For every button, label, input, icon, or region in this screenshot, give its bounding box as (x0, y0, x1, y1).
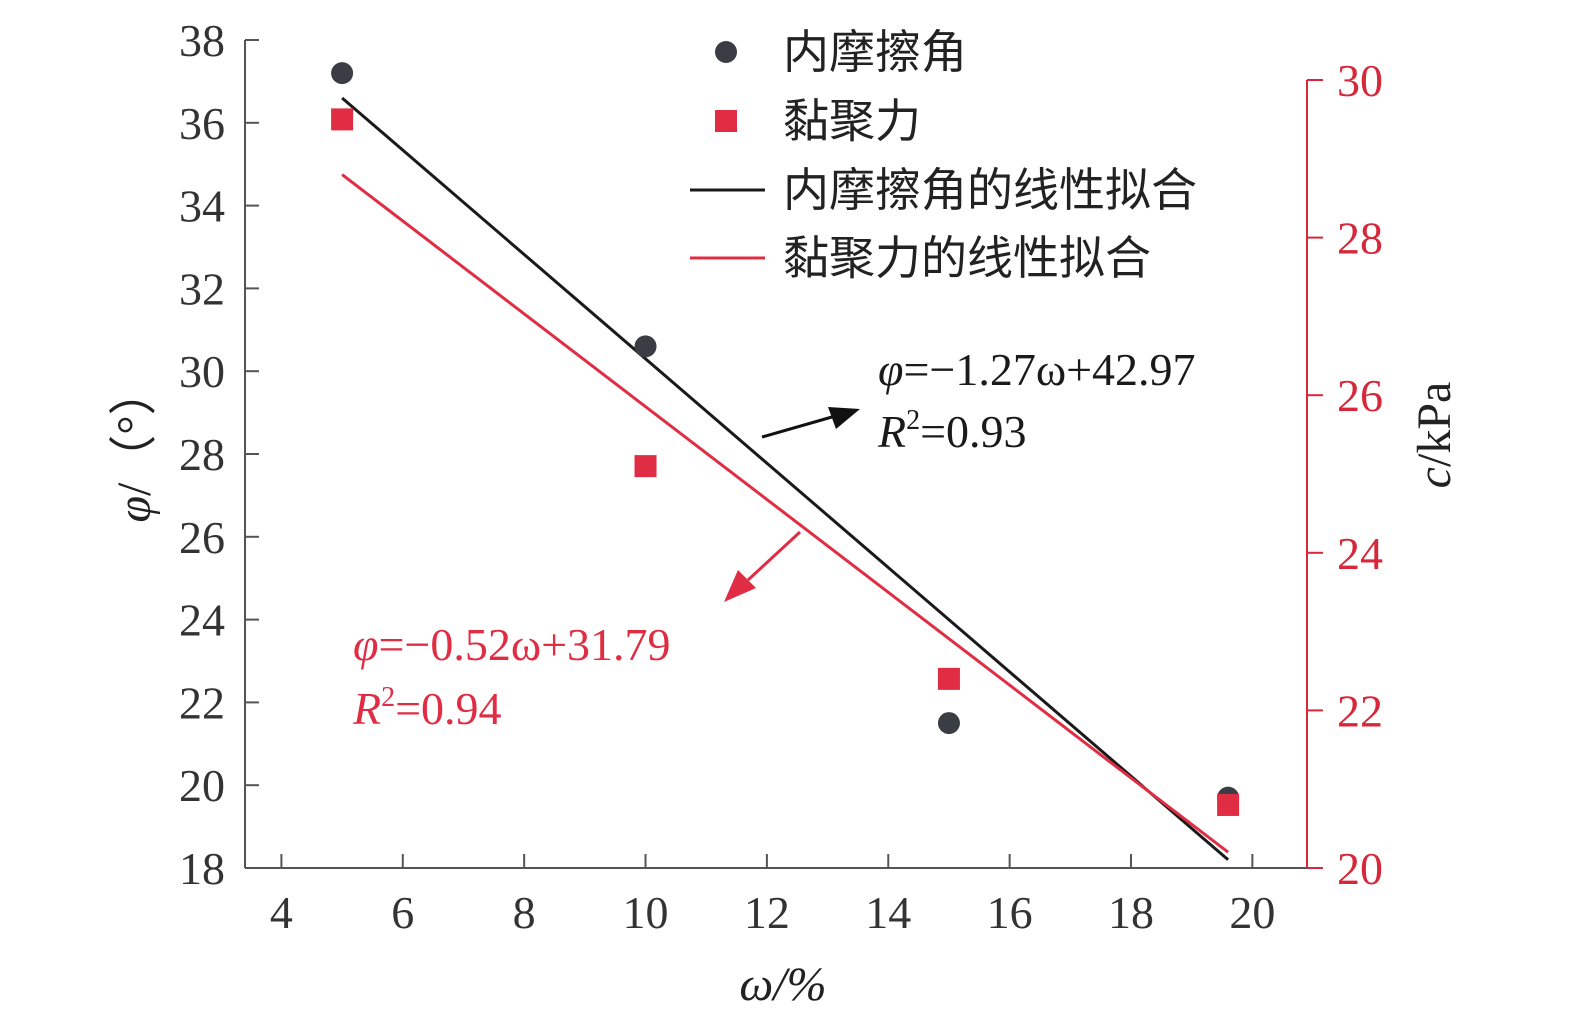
legend-label-2: 黏聚力 (783, 94, 921, 148)
point-friction-angle (634, 335, 657, 358)
x-axis-ticks: 4 6 8 10 12 14 16 18 20 (270, 854, 1275, 938)
legend-marker-circle (715, 41, 737, 63)
left-y-axis-unit: /（°） (108, 367, 161, 496)
left-y-tick-label: 18 (179, 843, 225, 894)
fit-line-2 (341, 173, 1230, 854)
fit-equation-1: φ=−1.27ω+42.97 (878, 344, 1196, 395)
left-y-axis-ticks: 18 20 22 24 26 28 30 32 34 36 38 (179, 15, 259, 894)
fit-r2-2: R2=0.94 (352, 682, 502, 734)
fit-arrow-1-shaft (761, 415, 833, 439)
legend-label-3: 内摩擦角的线性拟合 (783, 163, 1197, 217)
point-cohesion (937, 667, 960, 690)
right-y-tick-label: 28 (1337, 213, 1383, 264)
x-tick-label: 4 (270, 887, 293, 938)
left-y-tick-label: 28 (179, 429, 225, 480)
left-y-tick-label: 34 (179, 181, 225, 232)
right-y-axis-symbol: c (1408, 467, 1461, 488)
point-cohesion (634, 455, 657, 478)
legend-label-4: 黏聚力的线性拟合 (783, 231, 1151, 285)
left-y-tick-label: 24 (179, 595, 225, 646)
fit-lines (341, 96, 1230, 861)
fit-arrow-1-head (828, 407, 860, 429)
left-y-axis-symbol: φ (108, 496, 161, 523)
point-cohesion (331, 108, 354, 131)
fit-r2-1: R2=0.93 (877, 405, 1027, 457)
point-cohesion (1217, 793, 1240, 816)
fit-equation-2-rhs: =−0.52ω+31.79 (378, 619, 670, 670)
right-y-tick-label: 24 (1337, 528, 1383, 579)
x-axis-label: ω/% (739, 958, 826, 1011)
x-tick-label: 14 (865, 887, 911, 938)
right-y-tick-label: 20 (1337, 843, 1383, 894)
fit-equation-2: φ=−0.52ω+31.79 (353, 619, 671, 670)
left-y-tick-label: 32 (179, 263, 225, 314)
right-y-tick-label: 30 (1337, 55, 1383, 106)
fit-r2-2-symbol: R (352, 683, 381, 734)
right-y-tick-label: 26 (1337, 370, 1383, 421)
data-points (331, 62, 1240, 816)
right-y-axis-label: c/kPa (1408, 382, 1461, 489)
legend-label-1: 内摩擦角 (783, 25, 967, 79)
x-tick-label: 20 (1229, 887, 1275, 938)
x-tick-label: 6 (391, 887, 414, 938)
left-y-axis-label: φ/（°） (108, 367, 161, 522)
right-y-tick-label: 22 (1337, 685, 1383, 736)
point-friction-angle (331, 62, 354, 85)
fit-line-1 (341, 96, 1230, 861)
fit-r2-2-value: =0.94 (395, 683, 501, 734)
fit-r2-1-exponent: 2 (906, 405, 920, 436)
fit-equation-2-symbol: φ (353, 619, 378, 670)
x-tick-label: 16 (987, 887, 1033, 938)
fit-r2-1-symbol: R (877, 406, 906, 457)
fit-r2-1-value: =0.93 (920, 406, 1026, 457)
fit-equation-1-rhs: =−1.27ω+42.97 (903, 344, 1195, 395)
right-y-axis-unit: /kPa (1408, 382, 1461, 467)
fit-arrow-2-head (724, 570, 756, 602)
left-y-tick-label: 22 (179, 677, 225, 728)
left-y-tick-label: 20 (179, 760, 225, 811)
right-y-axis-ticks: 20 22 24 26 28 30 (1307, 55, 1383, 894)
x-tick-label: 18 (1108, 887, 1154, 938)
fit-arrow-2-shaft (746, 530, 802, 582)
left-y-tick-label: 26 (179, 512, 225, 563)
legend-marker-square (715, 110, 737, 132)
fit-annotations (724, 407, 860, 602)
x-tick-label: 10 (623, 887, 669, 938)
left-y-tick-label: 30 (179, 346, 225, 397)
x-tick-label: 12 (744, 887, 790, 938)
point-friction-angle (937, 712, 960, 735)
x-tick-label: 8 (513, 887, 536, 938)
left-y-tick-label: 38 (179, 15, 225, 66)
fit-r2-2-exponent: 2 (381, 682, 395, 713)
left-y-tick-label: 36 (179, 98, 225, 149)
fit-equation-1-symbol: φ (878, 344, 903, 395)
